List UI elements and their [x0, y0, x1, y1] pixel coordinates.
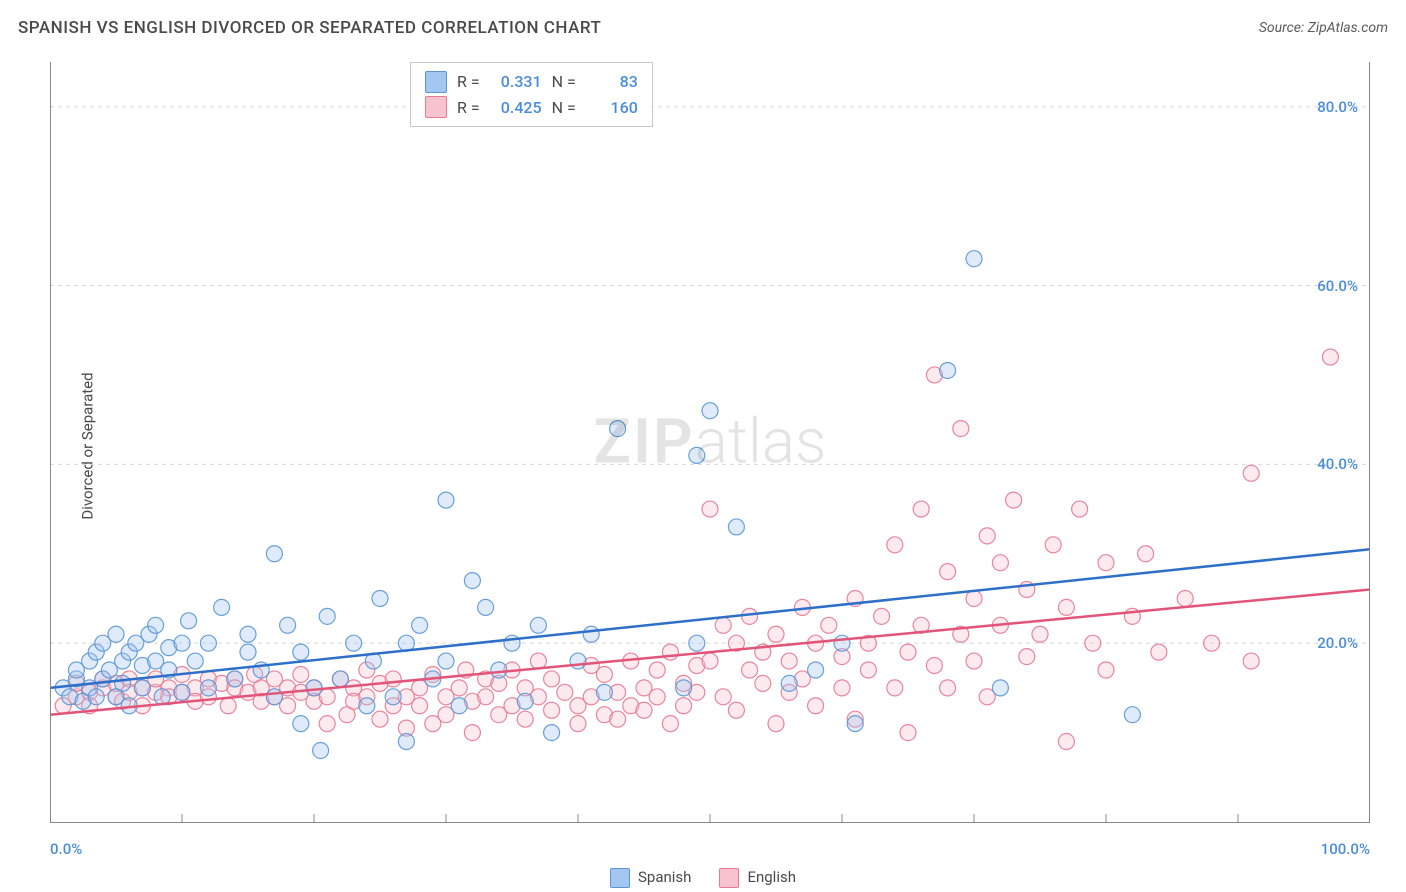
legend-r-label: R = — [457, 95, 480, 121]
bottom-legend-label: English — [747, 868, 796, 886]
y-tick-label: 60.0% — [1317, 277, 1358, 295]
legend-swatch — [425, 71, 447, 93]
x-tick-label: 0.0% — [50, 840, 82, 858]
legend-n-value: 160 — [586, 95, 638, 121]
source-label: Source: ZipAtlas.com — [1259, 20, 1388, 36]
bottom-legend-item: English — [719, 868, 796, 888]
stats-legend-row: R = 0.425 N = 160 — [425, 95, 638, 121]
y-tick-label: 80.0% — [1317, 98, 1358, 116]
stats-legend: R = 0.331 N = 83 R = 0.425 N = 160 — [410, 62, 653, 127]
plot-area: R =0.331N =83R =0.425N =160 ZIPatlas 20.… — [50, 62, 1370, 822]
legend-n-label: N = — [552, 95, 576, 121]
legend-r-value: 0.331 — [490, 69, 542, 95]
legend-r-value: 0.425 — [490, 95, 542, 121]
y-tick-label: 20.0% — [1317, 634, 1358, 652]
bottom-legend-label: Spanish — [638, 868, 691, 886]
y-tick-label: 40.0% — [1317, 455, 1358, 473]
legend-swatch — [719, 868, 739, 888]
chart-title: SPANISH VS ENGLISH DIVORCED OR SEPARATED… — [18, 18, 601, 38]
bottom-legend-item: Spanish — [610, 868, 691, 888]
legend-n-label: N = — [552, 69, 576, 95]
plot-border — [50, 62, 1370, 823]
legend-r-label: R = — [457, 69, 480, 95]
legend-swatch — [610, 868, 630, 888]
bottom-legend: Spanish English — [610, 868, 796, 888]
legend-swatch — [425, 96, 447, 118]
legend-n-value: 83 — [586, 69, 638, 95]
x-tick-label: 100.0% — [1321, 840, 1370, 858]
title-row: SPANISH VS ENGLISH DIVORCED OR SEPARATED… — [18, 18, 1388, 38]
stats-legend-row: R = 0.331 N = 83 — [425, 69, 638, 95]
